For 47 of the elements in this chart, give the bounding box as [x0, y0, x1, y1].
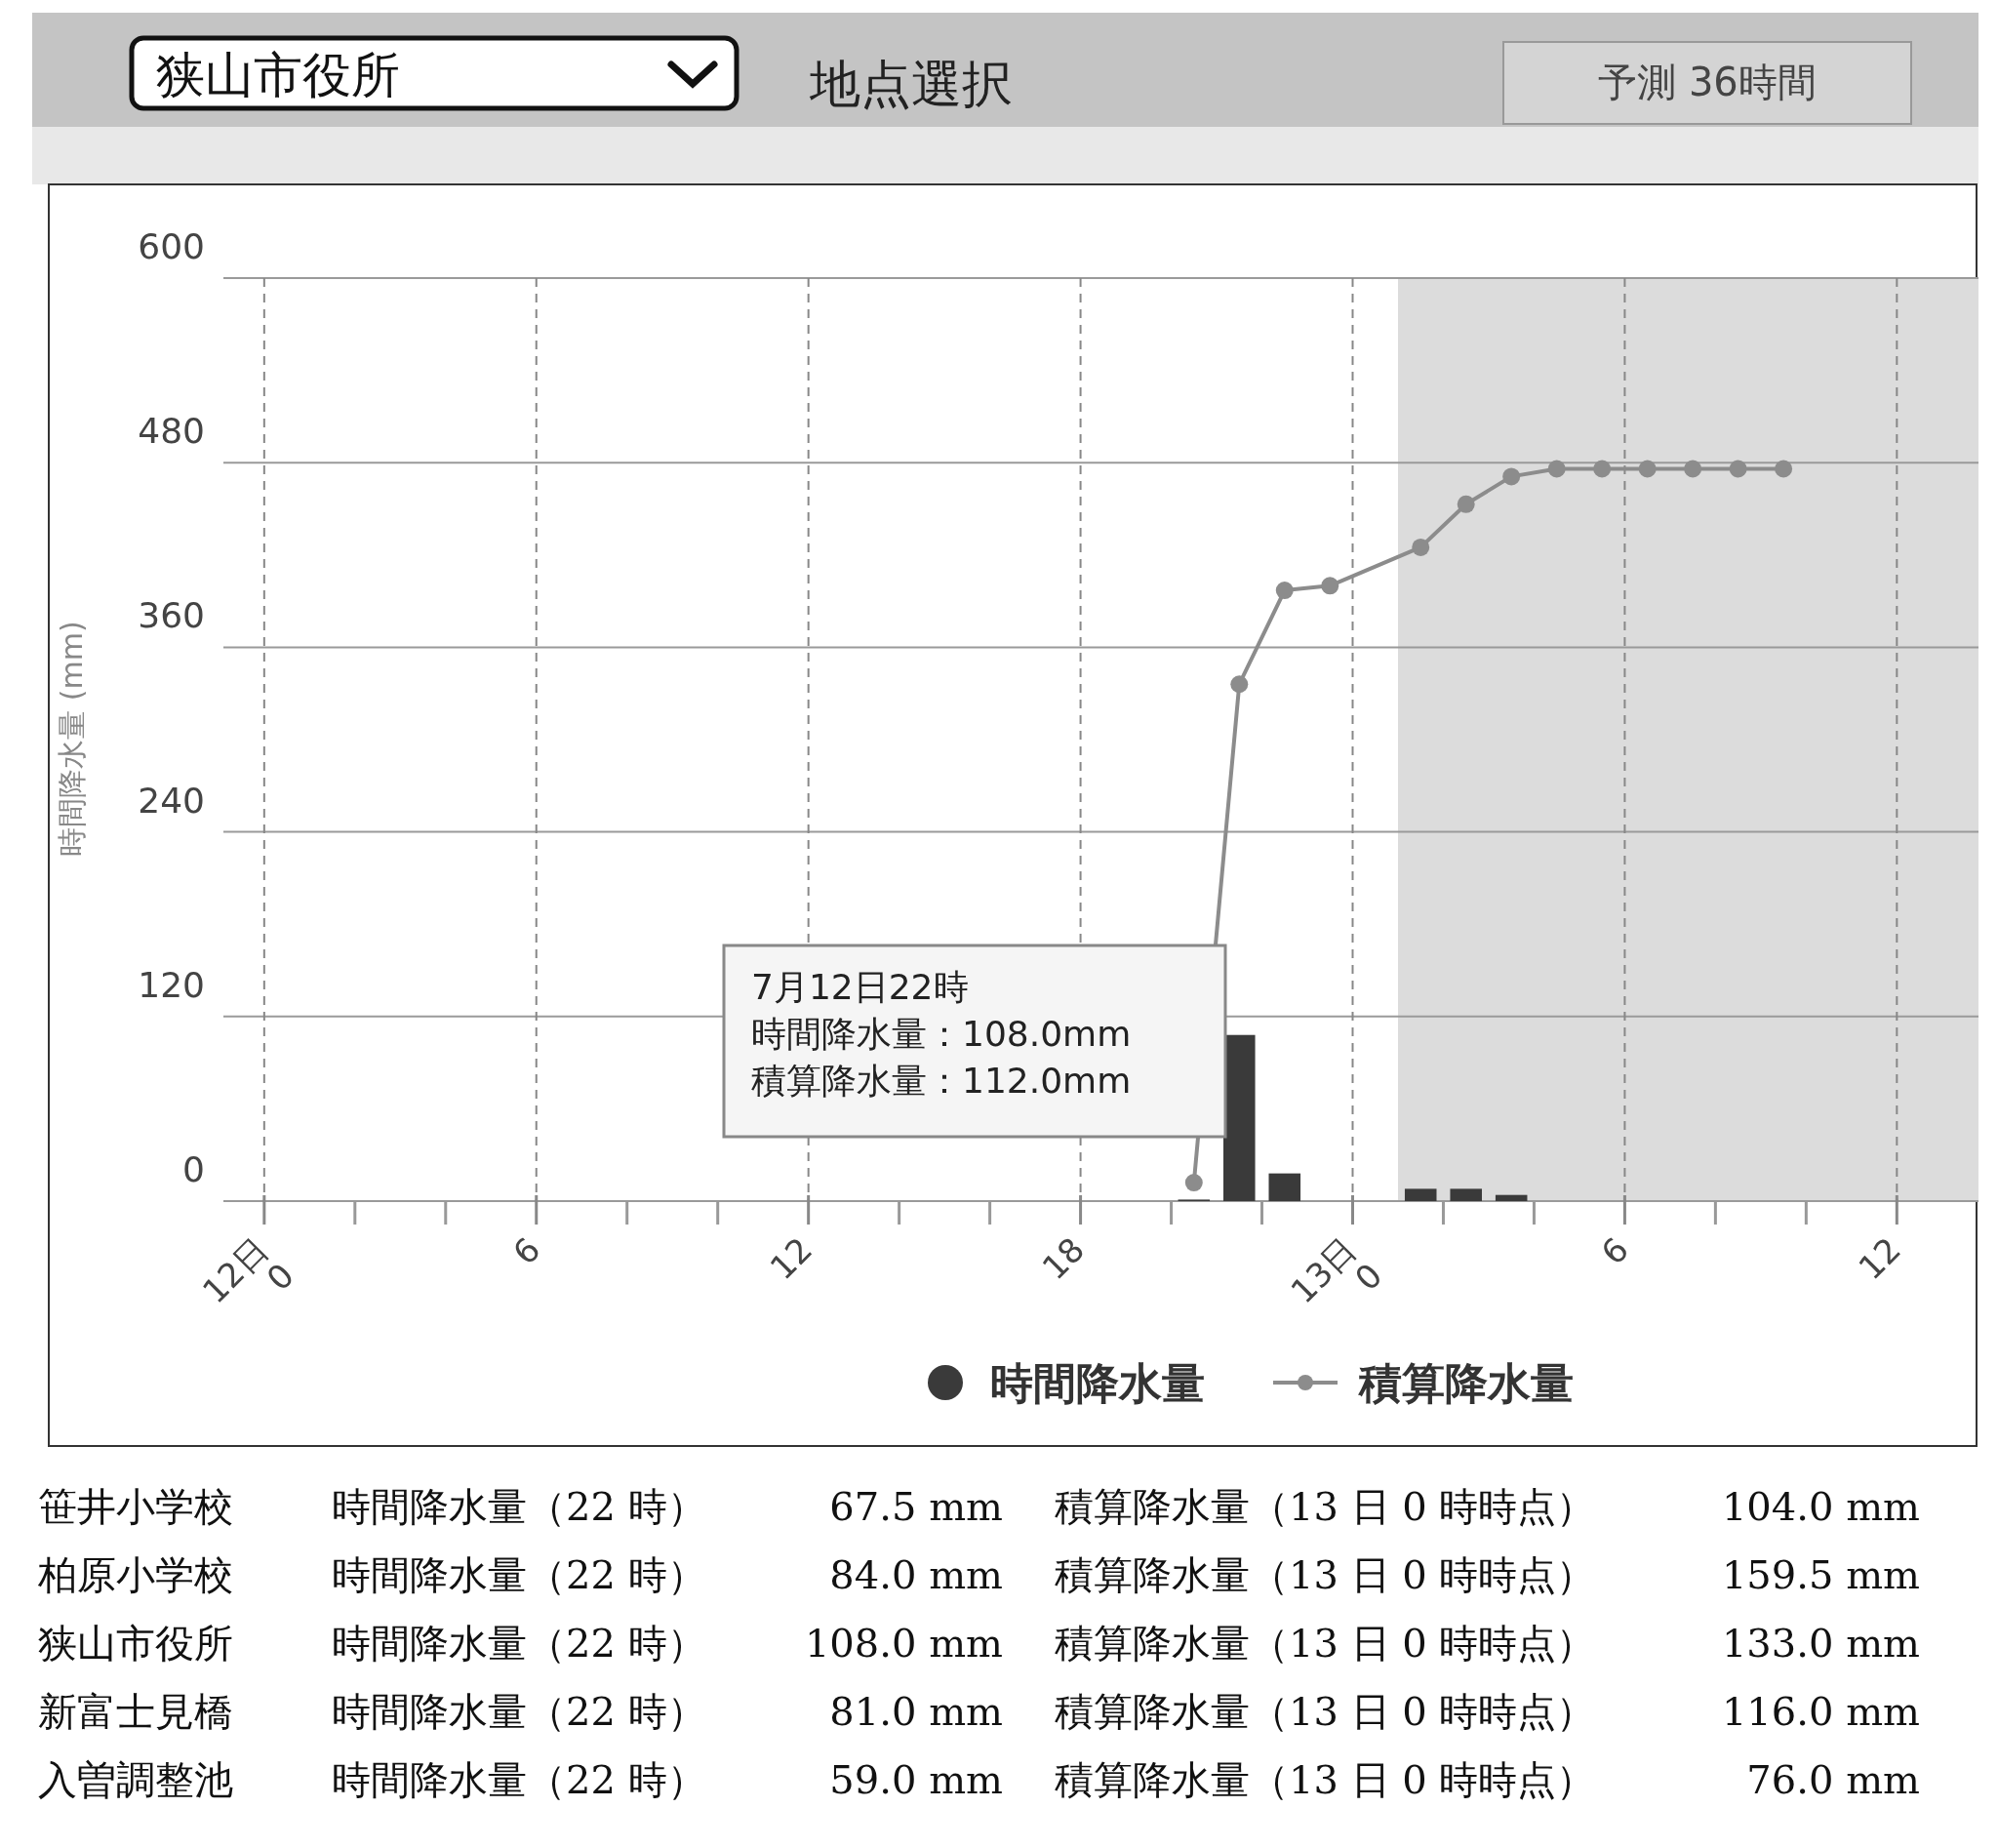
text: 81.0 mm	[829, 1689, 1003, 1734]
x-tick-label: 6	[1593, 1229, 1637, 1272]
text: 67.5 mm	[829, 1484, 1003, 1529]
text: 159.5 mm	[1721, 1552, 1920, 1597]
text: 予測 36時間	[1598, 60, 1817, 104]
text: 59.0 mm	[829, 1757, 1003, 1802]
text: 時間降水量（22 時）	[332, 1757, 706, 1802]
x-tick-label: 13日 0	[1283, 1229, 1390, 1311]
text: 116.0 mm	[1721, 1689, 1920, 1734]
text: 時間降水量（22 時）	[332, 1552, 706, 1597]
text: 積算降水量（13 日 0 時時点）	[1055, 1621, 1596, 1666]
legend-label: 時間降水量	[990, 1358, 1205, 1408]
text: 133.0 mm	[1721, 1621, 1920, 1666]
x-tick-label: 6	[504, 1229, 548, 1272]
x-tick-label: 12日 0	[194, 1229, 301, 1311]
text: 84.0 mm	[829, 1552, 1003, 1597]
y-axis-title: 時間降水量 (mm)	[55, 621, 89, 857]
x-tick-label: 12	[762, 1229, 820, 1288]
annotation: 時間降水量：108.0mm	[751, 1014, 1132, 1054]
legend-label: 積算降水量	[1358, 1358, 1574, 1408]
text: 時間降水量（22 時）	[332, 1621, 706, 1666]
text: 76.0 mm	[1746, 1757, 1920, 1802]
text: 104.0 mm	[1721, 1484, 1920, 1529]
text: 時間降水量（22 時）	[332, 1484, 706, 1529]
text: 積算降水量（13 日 0 時時点）	[1055, 1552, 1596, 1597]
text: 狭山市役所	[38, 1621, 233, 1666]
y-tick-label: 600	[138, 226, 205, 266]
text: 積算降水量（13 日 0 時時点）	[1055, 1757, 1596, 1802]
y-tick-label: 240	[138, 780, 205, 821]
chart-title: 狭山市役所	[156, 47, 400, 103]
text: 積算降水量（13 日 0 時時点）	[1055, 1689, 1596, 1734]
text: 新富士見橋	[38, 1689, 233, 1734]
y-tick-label: 360	[138, 595, 205, 636]
x-tick-label: 12	[1851, 1229, 1908, 1288]
chart-subtitle: 地点選択	[809, 55, 1013, 113]
text: 積算降水量（13 日 0 時時点）	[1055, 1484, 1596, 1529]
text: 笹井小学校	[38, 1484, 233, 1529]
text: 入曽調整池	[38, 1757, 233, 1802]
y-tick-label: 120	[138, 964, 205, 1005]
x-tick-label: 18	[1034, 1229, 1093, 1288]
text: 108.0 mm	[804, 1621, 1003, 1666]
annotation: 積算降水量：112.0mm	[751, 1061, 1132, 1101]
y-tick-label: 0	[182, 1149, 205, 1189]
text: 柏原小学校	[37, 1552, 233, 1597]
y-tick-label: 480	[138, 411, 205, 452]
text: 時間降水量（22 時）	[332, 1689, 706, 1734]
annotation: 7月12日22時	[751, 967, 969, 1007]
